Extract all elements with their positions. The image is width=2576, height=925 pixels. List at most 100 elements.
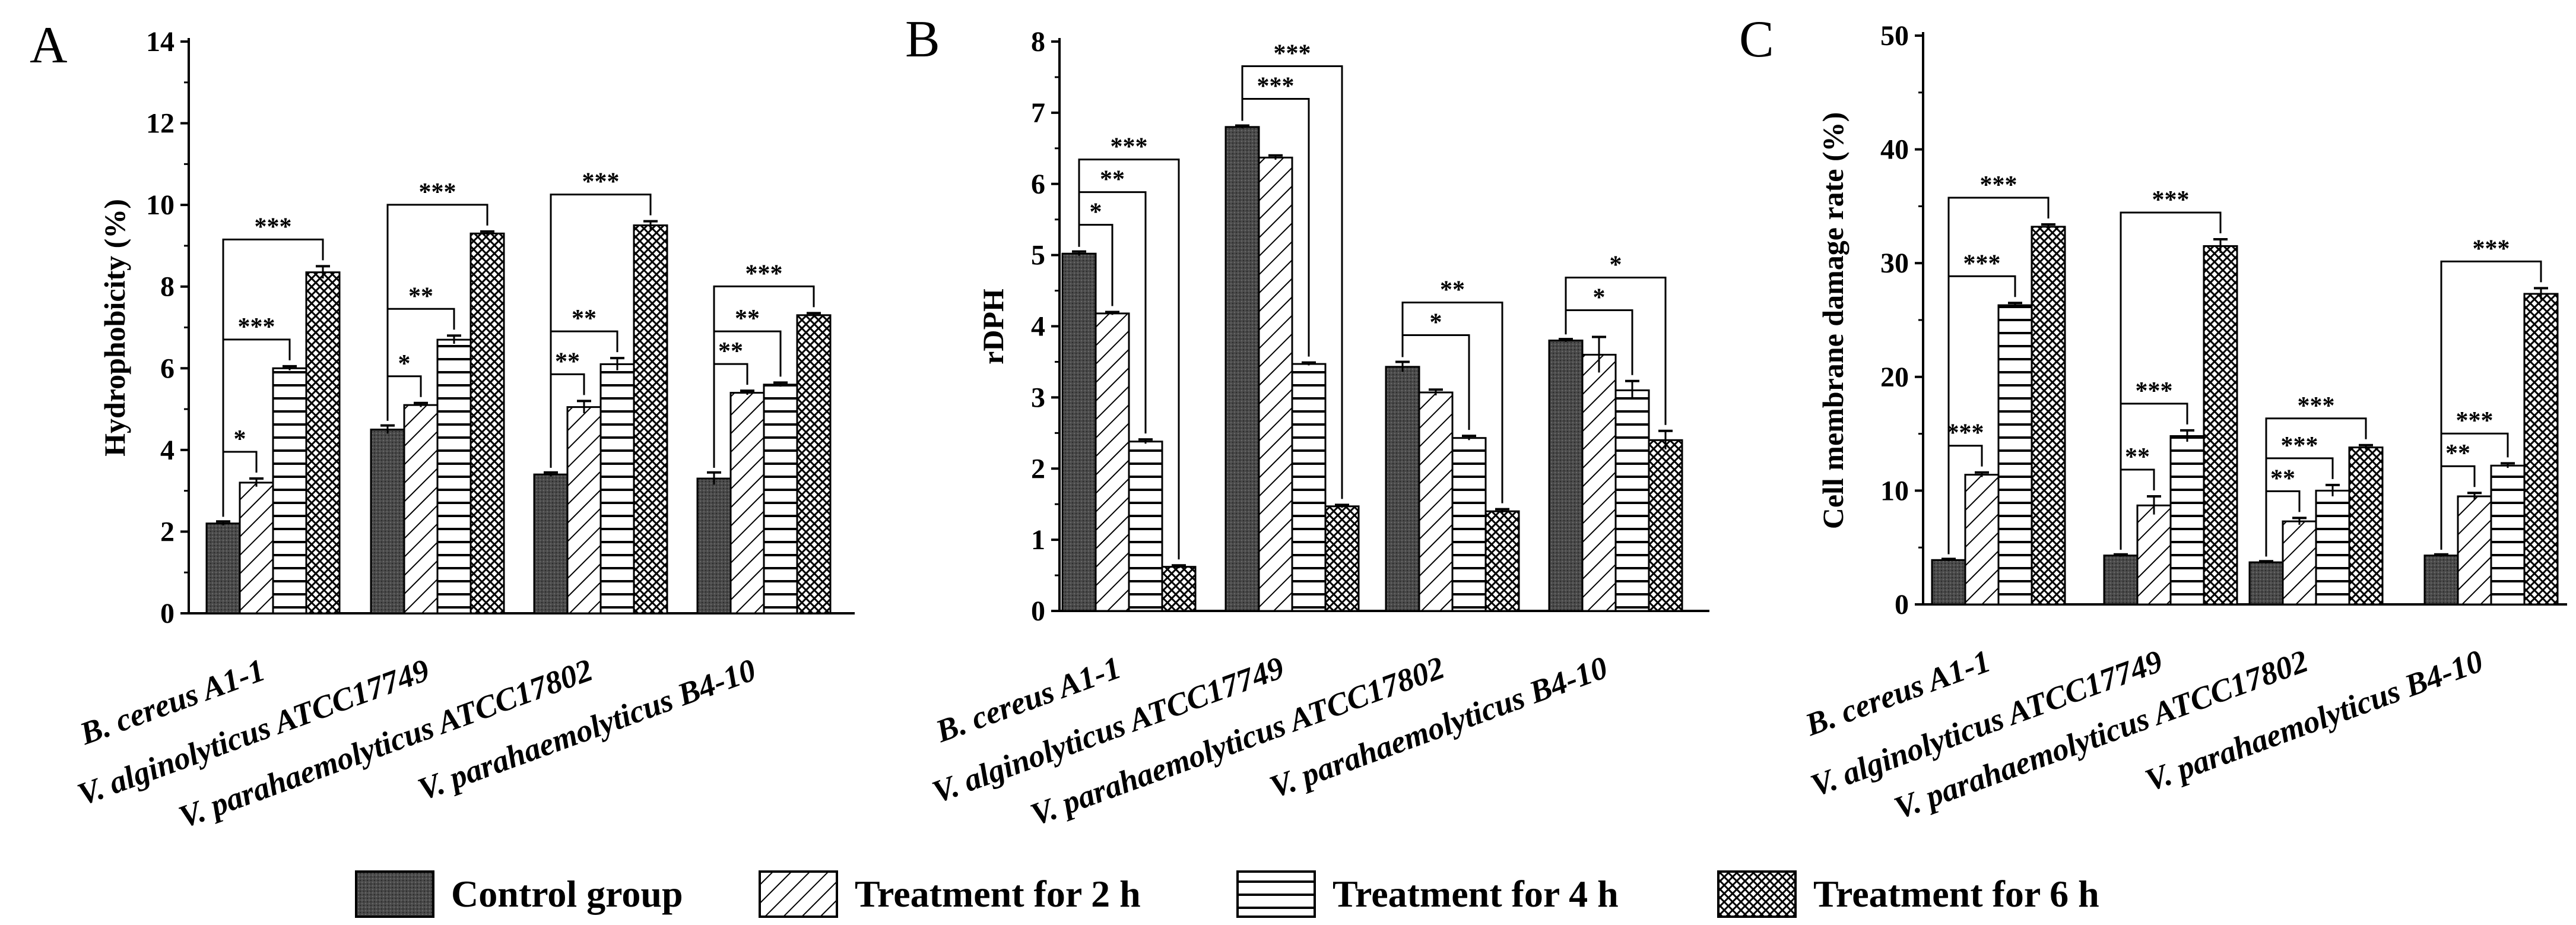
y-tick-label: 3 bbox=[1031, 382, 1045, 413]
significance-label: *** bbox=[1111, 134, 1148, 161]
legend-label: Control group bbox=[451, 873, 683, 915]
bar-control-group bbox=[1224, 126, 1260, 612]
y-tick-label: 7 bbox=[1031, 97, 1045, 129]
y-tick-label: 4 bbox=[160, 435, 175, 466]
bar-treatment-for-2-h bbox=[239, 481, 274, 614]
bar-treatment-for-2-h bbox=[2282, 520, 2317, 606]
bar-treatment-for-6-h bbox=[633, 224, 668, 614]
significance-label: ** bbox=[408, 283, 433, 310]
y-tick-label: 0 bbox=[1895, 589, 1909, 620]
significance-label: *** bbox=[2298, 392, 2335, 420]
significance-label: * bbox=[1610, 251, 1622, 278]
y-tick-label: 14 bbox=[146, 26, 175, 58]
significance-bracket bbox=[550, 194, 652, 468]
chart-panel-c: C Cell membrane damage rate (%) 0 10 20 30 40 5… bbox=[1739, 11, 2567, 826]
significance-bracket bbox=[222, 238, 324, 517]
bar-control-group bbox=[205, 522, 241, 614]
bar-treatment-for-2-h bbox=[729, 392, 765, 614]
legend-label: Treatment for 4 h bbox=[1333, 873, 1619, 915]
bar-treatment-for-6-h bbox=[2348, 446, 2384, 606]
significance-bracket bbox=[1401, 301, 1503, 503]
bar-treatment-for-4-h bbox=[2169, 435, 2205, 606]
bar-control-group bbox=[533, 473, 569, 614]
bar-treatment-for-2-h bbox=[566, 406, 602, 614]
bar-control-group bbox=[696, 477, 732, 614]
significance-label: *** bbox=[1257, 72, 1295, 100]
significance-label: ** bbox=[718, 338, 743, 365]
bar-control-group bbox=[2248, 561, 2284, 606]
legend-swatch bbox=[759, 870, 838, 918]
bar-treatment-for-6-h bbox=[1324, 505, 1360, 612]
bar-treatment-for-6-h bbox=[1648, 439, 1683, 612]
y-tick-label: 20 bbox=[1880, 362, 1909, 393]
bar-treatment-for-4-h bbox=[1997, 304, 2033, 606]
significance-label: *** bbox=[419, 179, 456, 206]
bar-treatment-for-2-h bbox=[1418, 391, 1454, 612]
y-axis-label: Hydrophobicity (%) bbox=[98, 199, 131, 457]
bar-treatment-for-6-h bbox=[305, 271, 341, 614]
significance-label: ** bbox=[2445, 440, 2470, 467]
significance-bracket bbox=[1241, 65, 1343, 499]
legend-swatch bbox=[1717, 870, 1797, 918]
bar-treatment-for-2-h bbox=[1095, 312, 1130, 612]
y-tick-label: 8 bbox=[1031, 26, 1045, 58]
y-tick-label: 30 bbox=[1880, 248, 1909, 279]
bar-treatment-for-4-h bbox=[599, 363, 635, 614]
significance-bracket bbox=[713, 285, 815, 468]
significance-label: * bbox=[398, 350, 411, 378]
bar-treatment-for-2-h bbox=[1964, 474, 2000, 606]
bar-treatment-for-2-h bbox=[2457, 495, 2492, 606]
bar-treatment-for-4-h bbox=[436, 338, 472, 614]
significance-label: *** bbox=[2152, 186, 2190, 214]
legend: Control group Treatment for 2 h Treatment … bbox=[355, 870, 2099, 918]
bar-control-group bbox=[1548, 339, 1584, 612]
significance-label: ** bbox=[1100, 166, 1125, 194]
bar-treatment-for-6-h bbox=[796, 314, 832, 614]
significance-bracket bbox=[2265, 417, 2367, 557]
significance-bracket bbox=[2440, 260, 2542, 550]
bar-treatment-for-4-h bbox=[763, 384, 798, 614]
significance-label: ** bbox=[555, 348, 580, 375]
significance-label: *** bbox=[1274, 40, 1311, 67]
y-tick-label: 0 bbox=[1031, 595, 1045, 627]
bar-treatment-for-6-h bbox=[2523, 293, 2559, 606]
bar-treatment-for-6-h bbox=[1161, 566, 1197, 612]
significance-bracket bbox=[2120, 211, 2222, 550]
bar-treatment-for-2-h bbox=[1258, 156, 1293, 612]
legend-swatch bbox=[1236, 870, 1316, 918]
y-tick-label: 2 bbox=[160, 516, 175, 547]
panel-letter: C bbox=[1739, 11, 1774, 68]
significance-label: ** bbox=[735, 305, 760, 332]
bar-treatment-for-6-h bbox=[469, 232, 505, 614]
significance-label: * bbox=[1430, 309, 1442, 336]
y-tick-label: 10 bbox=[1880, 475, 1909, 506]
significance-label: *** bbox=[2281, 432, 2318, 460]
y-tick-label: 5 bbox=[1031, 240, 1045, 271]
bar-treatment-for-4-h bbox=[1128, 441, 1163, 612]
bar-treatment-for-4-h bbox=[2315, 489, 2350, 606]
bar-treatment-for-2-h bbox=[2136, 504, 2172, 606]
bar-treatment-for-6-h bbox=[1484, 510, 1520, 612]
significance-label: *** bbox=[745, 260, 783, 287]
significance-label: *** bbox=[238, 313, 275, 341]
legend-swatch bbox=[355, 870, 434, 918]
panel-letter: B bbox=[905, 11, 940, 68]
bar-treatment-for-4-h bbox=[1291, 363, 1327, 612]
bar-control-group bbox=[1931, 559, 1966, 606]
significance-label: ** bbox=[572, 305, 597, 332]
bar-treatment-for-4-h bbox=[1451, 437, 1487, 612]
significance-label: ** bbox=[1440, 276, 1465, 303]
legend-label: Treatment for 2 h bbox=[855, 873, 1141, 915]
y-tick-label: 50 bbox=[1880, 20, 1909, 52]
significance-label: *** bbox=[255, 213, 292, 240]
bar-treatment-for-2-h bbox=[403, 404, 439, 614]
bar-control-group bbox=[2423, 555, 2459, 606]
bar-treatment-for-4-h bbox=[272, 367, 307, 614]
significance-label: * bbox=[1090, 199, 1102, 226]
significance-label: *** bbox=[1980, 172, 2017, 199]
bar-treatment-for-6-h bbox=[2031, 226, 2066, 606]
significance-bracket bbox=[386, 204, 488, 421]
y-tick-label: 12 bbox=[146, 108, 175, 140]
